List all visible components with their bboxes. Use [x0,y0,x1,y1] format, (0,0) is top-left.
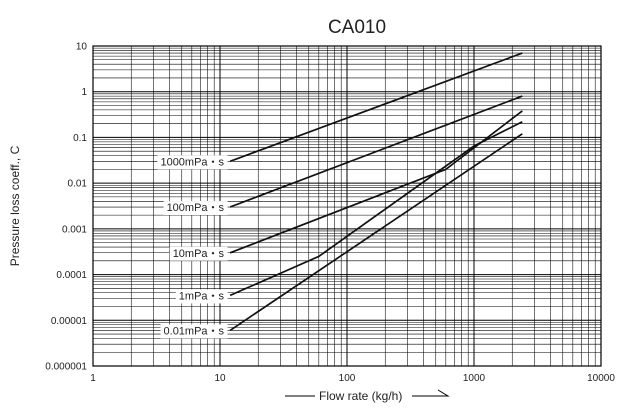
series-line [229,95,523,208]
series-line [229,133,523,332]
y-tick-label: 0.001 [62,224,87,235]
y-axis-label: Pressure loss coeff., C [8,145,22,266]
series-label: 0.01mPa・s [164,325,225,337]
series-label-background [157,155,228,170]
plot-frame [92,45,602,367]
series-label-background [160,324,228,339]
series-label-background [169,246,228,261]
grid [93,46,601,366]
series-line [229,121,523,297]
y-tick-label: 0.1 [73,133,87,144]
x-tick-label: 1000 [463,373,486,384]
series-line [229,52,523,163]
x-axis-label: Flow rate (kg/h) [319,389,402,403]
chart-title: CA010 [328,17,386,38]
y-tick-label: 0.0001 [56,270,87,281]
x-tick-label: 1 [90,373,96,384]
series-label: 100mPa・s [167,202,225,214]
series-label: 10mPa・s [173,248,225,260]
series-label-background [163,201,228,216]
series-label: 1mPa・s [179,290,225,302]
curve-labels: 1000mPa・s 100mPa・s 10mPa・s 1mPa・s 0.01mPa・s [157,155,228,339]
y-tick-label: 0.01 [68,179,88,190]
y-tick-label: 0.000001 [45,362,87,373]
y-tick-labels: 10 1 0.1 0.01 0.001 0.0001 0.00001 0.000001 [45,42,87,373]
series-line [229,110,523,254]
x-tick-label: 10000 [587,373,615,384]
series-label-background [175,289,228,304]
y-tick-label: 0.00001 [51,316,88,327]
curves [229,52,523,332]
y-tick-label: 1 [81,87,87,98]
x-tick-labels: 1 10 100 1000 10000 [90,373,615,384]
x-tick-label: 10 [214,373,226,384]
flow-arrow-icon [430,389,450,397]
series-label: 1000mPa・s [160,156,224,168]
x-tick-label: 100 [339,373,356,384]
y-tick-label: 10 [76,42,88,53]
